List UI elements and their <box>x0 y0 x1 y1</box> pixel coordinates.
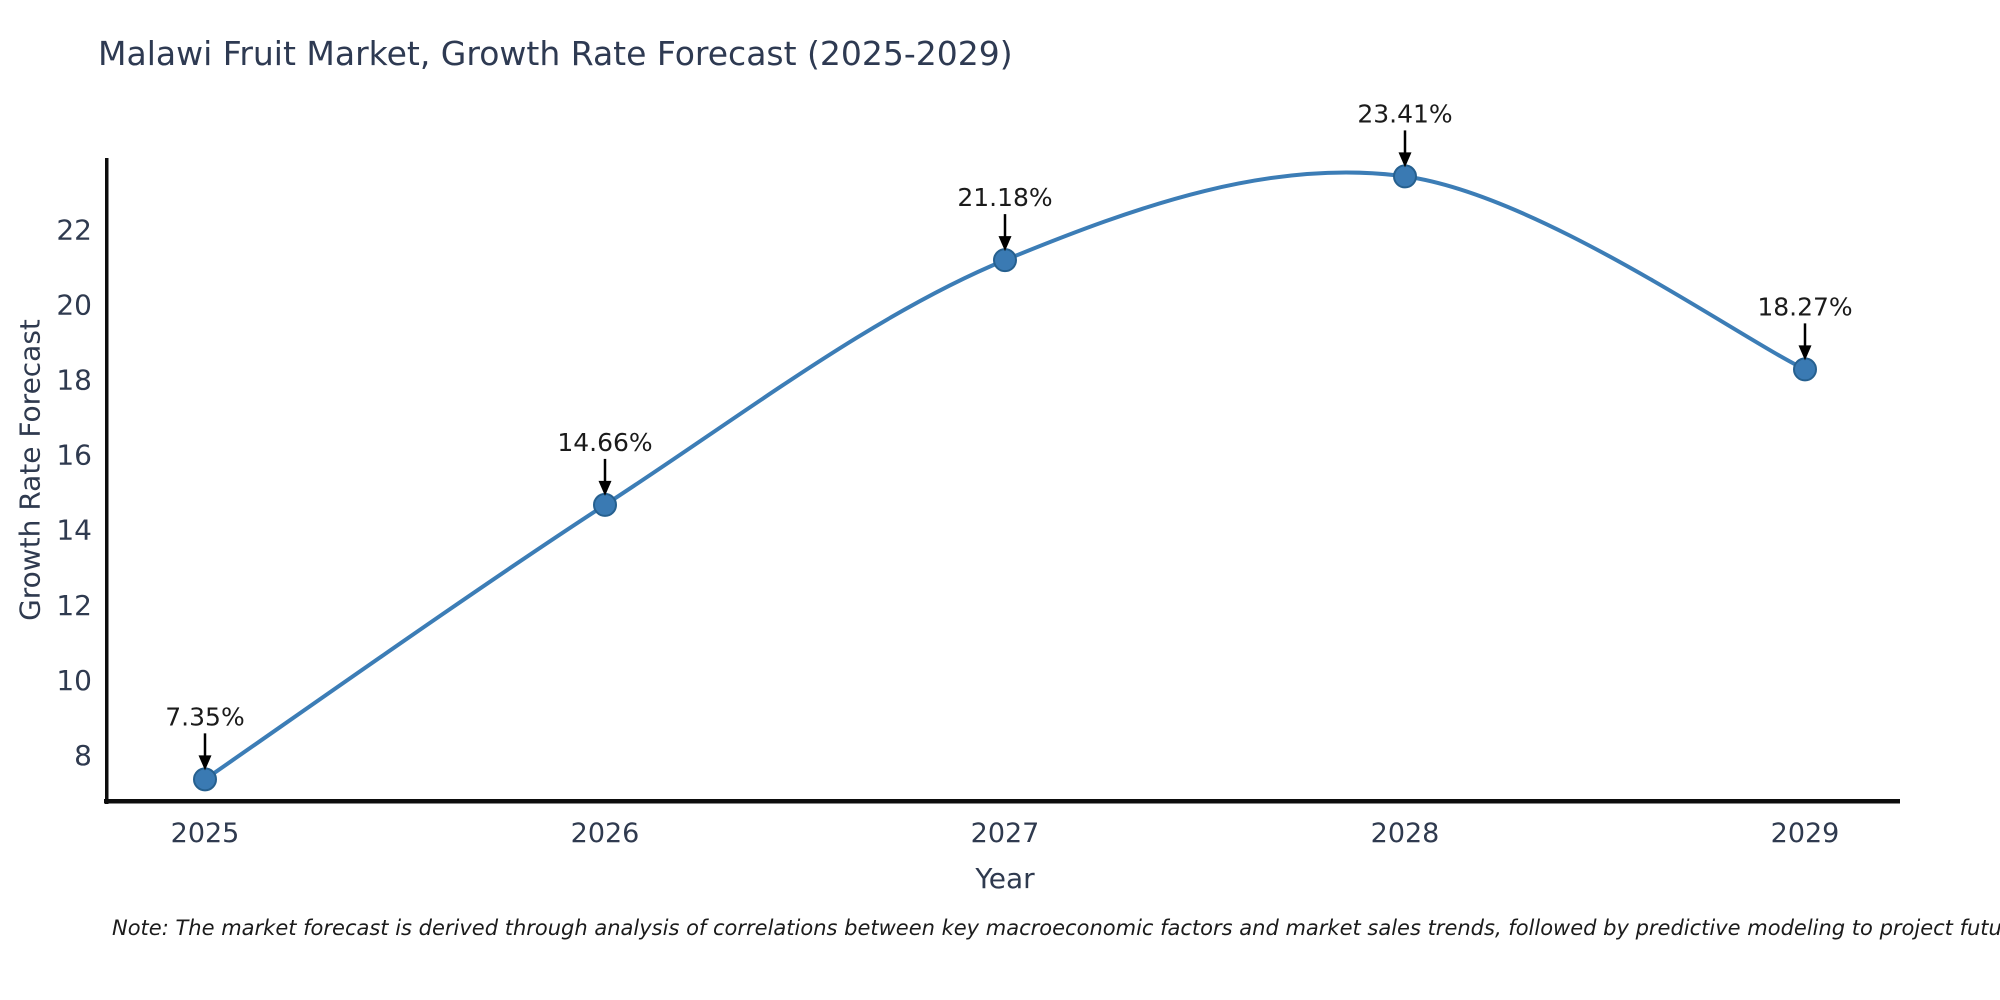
data-point-marker <box>593 492 617 517</box>
x-tick-label: 2027 <box>971 818 1040 849</box>
y-axis-spine <box>105 158 109 804</box>
data-point-label: 18.27% <box>1757 292 1852 321</box>
x-tick-label: 2029 <box>1771 818 1840 849</box>
data-point-label: 23.41% <box>1357 99 1452 128</box>
data-point-label: 21.18% <box>957 183 1052 212</box>
annotation-arrow-head <box>198 755 212 771</box>
annotation-arrow-head <box>998 236 1012 252</box>
annotation-arrow-head <box>1398 152 1412 168</box>
chart-title: Malawi Fruit Market, Growth Rate Forecas… <box>98 34 1013 73</box>
x-tick-label: 2025 <box>171 818 240 849</box>
data-point-label: 7.35% <box>165 702 244 731</box>
data-point-marker <box>193 767 217 792</box>
data-point-label: 14.66% <box>557 428 652 457</box>
y-tick-label: 22 <box>56 213 92 246</box>
data-point-marker <box>993 248 1017 273</box>
y-tick-label: 8 <box>74 739 92 772</box>
chart-note: Note: The market forecast is derived thr… <box>112 916 2000 940</box>
y-tick-label: 12 <box>56 589 92 622</box>
y-tick-label: 16 <box>56 439 92 472</box>
y-tick-label: 18 <box>56 364 92 397</box>
x-axis-spine <box>104 799 1900 804</box>
y-tick-label: 14 <box>56 514 92 547</box>
y-tick-label: 20 <box>56 288 92 321</box>
annotation-arrow-head <box>1798 345 1812 361</box>
data-point-marker <box>1793 357 1817 382</box>
x-tick-label: 2026 <box>571 818 640 849</box>
x-tick-label: 2028 <box>1371 818 1440 849</box>
data-point-marker <box>1393 164 1417 189</box>
y-tick-label: 10 <box>56 664 92 697</box>
annotation-arrow-head <box>598 480 612 496</box>
x-axis-label: Year <box>975 862 1035 895</box>
